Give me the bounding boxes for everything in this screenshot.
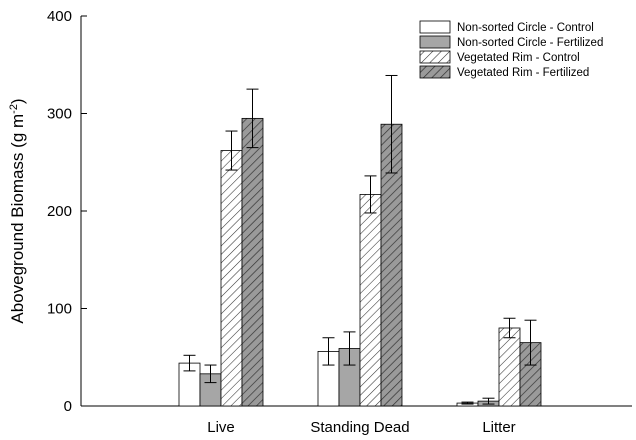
x-axis-categories: Live Standing Dead Litter	[207, 400, 516, 436]
legend-label: Non-sorted Circle - Control	[457, 22, 594, 34]
error-bars-layer	[183, 74, 537, 405]
x-category-label: Standing Dead	[310, 419, 409, 436]
y-axis-title-close: )	[8, 98, 27, 104]
error-bar	[482, 397, 495, 405]
y-tick-label: 100	[47, 301, 72, 318]
error-bar	[524, 319, 537, 366]
legend-swatch	[419, 65, 451, 79]
legend-swatch	[419, 50, 451, 64]
error-bar	[503, 317, 516, 339]
bar	[220, 150, 243, 407]
y-axis-title-superscript: -2	[8, 104, 20, 114]
x-category-label: Litter	[482, 419, 515, 436]
legend-item: Non-sorted Circle - Control	[419, 20, 594, 34]
error-bar	[461, 401, 474, 405]
legend-item: Non-sorted Circle - Fertilized	[419, 35, 603, 49]
y-tick-label: 200	[47, 203, 72, 220]
y-axis-title: Aboveground Biomass (g m-2)	[8, 98, 27, 323]
legend-item: Vegetated Rim - Fertilized	[419, 65, 589, 79]
legend-label: Non-sorted Circle - Fertilized	[457, 37, 603, 49]
legend-label: Vegetated Rim - Control	[457, 52, 580, 64]
error-bar	[204, 364, 217, 384]
legend-swatch	[419, 20, 451, 34]
legend-label: Vegetated Rim - Fertilized	[457, 67, 589, 79]
bars-layer	[178, 117, 542, 407]
legend-item: Vegetated Rim - Control	[419, 50, 580, 64]
y-axis-ticks: 0 100 200 300 400	[47, 8, 87, 415]
error-bar	[225, 130, 238, 171]
error-bar	[322, 337, 335, 366]
bar	[241, 117, 264, 407]
error-bar	[385, 74, 398, 174]
bar	[359, 194, 382, 407]
error-bar	[183, 354, 196, 372]
y-tick-label: 0	[64, 398, 72, 415]
x-category-label: Live	[207, 419, 235, 436]
y-axis-title-main: Aboveground Biomass (g m	[8, 114, 27, 324]
legend: Non-sorted Circle - Control Non-sorted Ci…	[419, 20, 603, 79]
bar	[498, 327, 521, 407]
error-bar	[364, 175, 377, 214]
error-bar	[343, 331, 356, 366]
y-tick-label: 300	[47, 106, 72, 123]
legend-swatch	[419, 35, 451, 49]
y-tick-label: 400	[47, 8, 72, 25]
error-bar	[246, 88, 259, 149]
